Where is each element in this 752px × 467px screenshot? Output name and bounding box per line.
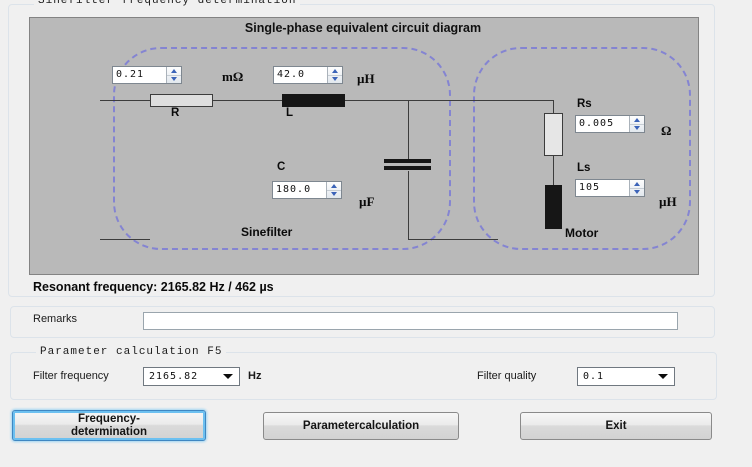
exit-button[interactable]: Exit [520, 412, 712, 440]
remarks-label: Remarks [33, 313, 78, 325]
remarks-panel [10, 306, 715, 338]
circuit-panel-title: Single-phase equivalent circuit diagram [244, 21, 482, 35]
remarks-input[interactable] [143, 312, 678, 330]
ground-stub [100, 239, 150, 240]
inductance-L-spinbox[interactable]: 42.0 [273, 66, 343, 84]
inductor-Ls-label: Ls [577, 162, 591, 174]
spinner-down-icon[interactable] [167, 76, 181, 84]
frequency-determination-button[interactable]: Frequency- determination [12, 410, 206, 441]
capacitance-C-spinbox[interactable]: 180.0 [272, 181, 342, 199]
spinner-up-icon[interactable] [328, 67, 342, 76]
resistance-Rs-value[interactable]: 0.005 [579, 118, 615, 129]
parameter-calculation-label: Parameter calculation F5 [36, 346, 227, 358]
inductance-Ls-spinbox[interactable]: 105 [575, 179, 645, 197]
resistance-R-spinbox[interactable]: 0.21 [112, 66, 182, 84]
filter-frequency-unit: Hz [248, 370, 262, 382]
spinner-up-icon[interactable] [167, 67, 181, 76]
unit-R: mΩ [222, 69, 244, 84]
exit-button-label: Exit [605, 419, 627, 432]
sinefilter-groupbox-label: Sinefilter frequency determination [34, 0, 301, 7]
chevron-down-icon[interactable] [223, 374, 233, 379]
spinner-up-icon[interactable] [630, 180, 644, 189]
inductor-L-symbol [282, 94, 345, 107]
resistor-Rs-label: Rs [577, 98, 592, 110]
capacitance-C-spinner [326, 182, 341, 198]
capacitor-C-plate-bottom [384, 166, 431, 170]
filter-frequency-dropdown[interactable]: 2165.82 [143, 367, 240, 386]
filter-quality-label: Filter quality [477, 370, 537, 382]
motor-dashed-outline [473, 47, 691, 250]
spinner-down-icon[interactable] [328, 76, 342, 84]
inductance-Ls-spinner [629, 180, 644, 196]
sinefilter-groupbox [8, 4, 715, 297]
spinner-down-icon[interactable] [630, 189, 644, 197]
spinner-down-icon[interactable] [630, 125, 644, 133]
filter-frequency-value: 2165.82 [149, 371, 199, 382]
capacitance-C-value[interactable]: 180.0 [276, 184, 312, 195]
wire-capacitor-upper [408, 101, 409, 159]
spinner-up-icon[interactable] [327, 182, 341, 191]
inductor-Ls-symbol [545, 185, 562, 229]
wire-capacitor-lower [408, 171, 409, 239]
frequency-determination-button-line1: Frequency- [78, 412, 140, 425]
spinner-up-icon[interactable] [630, 116, 644, 125]
parameter-calculation-button[interactable]: Parametercalculation [263, 412, 459, 440]
resonant-frequency-text: Resonant frequency: 2165.82 Hz / 462 µs [33, 280, 274, 294]
inductance-L-value[interactable]: 42.0 [277, 69, 306, 80]
parameter-calculation-button-label: Parametercalculation [302, 419, 420, 432]
unit-C: µF [359, 194, 375, 209]
filter-quality-dropdown[interactable]: 0.1 [577, 367, 675, 386]
inductance-Ls-value[interactable]: 105 [579, 182, 601, 193]
resistance-R-spinner [166, 67, 181, 83]
filter-frequency-label: Filter frequency [33, 370, 109, 382]
resistor-Rs-symbol [544, 113, 563, 156]
resistor-R-symbol [150, 94, 213, 107]
wire-bottom [408, 239, 498, 240]
capacitor-C-plate-top [384, 159, 431, 163]
parameter-calculation-groupbox [10, 352, 717, 400]
chevron-down-icon[interactable] [658, 374, 668, 379]
filter-quality-value: 0.1 [583, 371, 605, 382]
sinefilter-section-label: Sinefilter [241, 225, 293, 239]
resistance-Rs-spinner [629, 116, 644, 132]
capacitor-C-label: C [277, 161, 286, 173]
inductor-L-label: L [286, 107, 294, 119]
resistor-R-label: R [171, 107, 180, 119]
spinner-down-icon[interactable] [327, 191, 341, 199]
inductance-L-spinner [327, 67, 342, 83]
sinefilter-dashed-outline [113, 47, 451, 250]
unit-L: µH [357, 71, 375, 86]
resistance-Rs-spinbox[interactable]: 0.005 [575, 115, 645, 133]
motor-section-label: Motor [565, 226, 599, 240]
unit-Rs: Ω [661, 123, 672, 138]
resistance-R-value[interactable]: 0.21 [116, 69, 145, 80]
frequency-determination-button-line2: determination [70, 425, 148, 438]
unit-Ls: µH [659, 194, 677, 209]
